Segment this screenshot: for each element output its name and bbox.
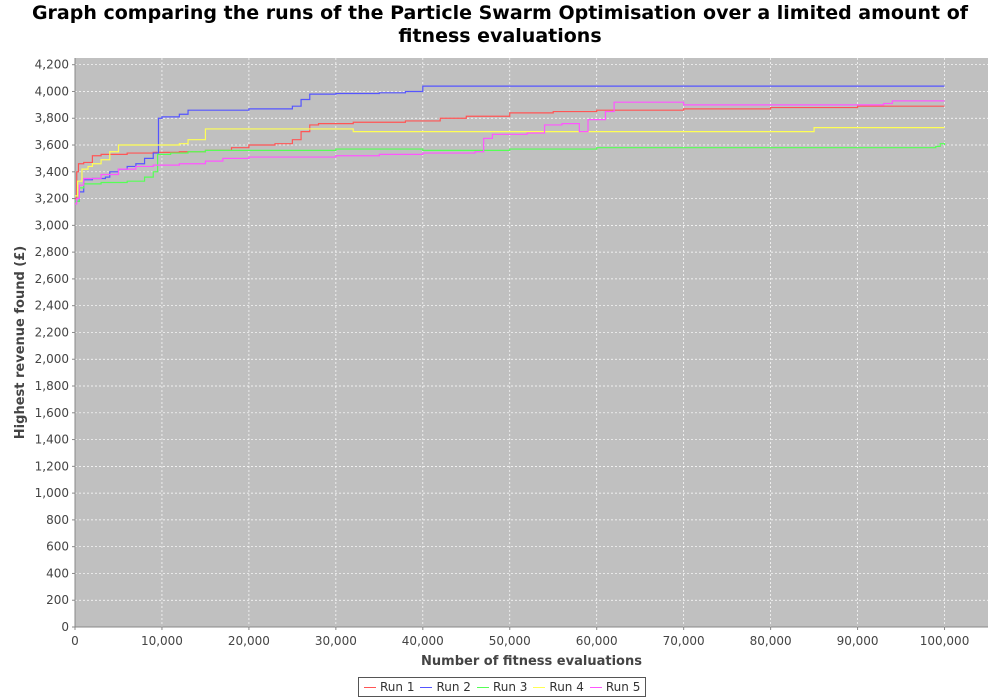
x-tick-label: 10,000 — [141, 634, 183, 648]
y-tick-label: 4,200 — [35, 58, 69, 72]
x-tick-label: 0 — [71, 634, 79, 648]
chart-title: Graph comparing the runs of the Particle… — [31, 2, 969, 47]
legend-item-run-3[interactable]: Run 3 — [476, 680, 528, 694]
legend-swatch — [420, 686, 433, 688]
y-tick-label: 3,400 — [35, 165, 69, 179]
x-tick-label: 60,000 — [576, 634, 618, 648]
y-tick-label: 1,600 — [35, 406, 69, 420]
y-tick-label: 2,600 — [35, 272, 69, 286]
series-line-run-4 — [75, 127, 945, 197]
series-line-run-5 — [75, 100, 945, 205]
legend-item-run-1[interactable]: Run 1 — [364, 680, 414, 694]
plot-area — [75, 58, 988, 627]
legend-item-run-2[interactable]: Run 2 — [420, 680, 471, 694]
y-tick-label: 3,000 — [35, 218, 69, 232]
y-tick-label: 800 — [46, 513, 69, 527]
gridlines — [74, 58, 988, 628]
y-tick-label: 1,400 — [35, 433, 69, 447]
axes: 0 200 400 600 800 1,000 1,200 1,400 1,600 1,800 2,… — [35, 58, 988, 648]
y-tick-label: 3,200 — [35, 192, 69, 206]
x-tick-label: 20,000 — [228, 634, 270, 648]
legend-swatch — [476, 686, 489, 688]
legend-label: Run 3 — [492, 680, 528, 694]
y-tick-label: 1,000 — [35, 486, 69, 500]
x-tick-label: 70,000 — [663, 634, 705, 648]
y-tick-label: 2,400 — [35, 299, 69, 313]
series-lines — [75, 85, 946, 205]
y-tick-label: 2,200 — [35, 325, 69, 339]
x-axis-title: Number of fitness evaluations — [421, 654, 642, 669]
y-tick-label: 1,200 — [35, 459, 69, 473]
y-axis-title: Highest revenue found (£) — [13, 246, 28, 439]
legend-label: Run 2 — [436, 680, 471, 694]
legend-item-run-5[interactable]: Run 5 — [589, 680, 641, 694]
x-tick-label: 30,000 — [315, 634, 357, 648]
y-tick-label: 600 — [46, 540, 69, 554]
legend-label: Run 5 — [605, 680, 641, 694]
x-tick-label: 90,000 — [837, 634, 879, 648]
y-tick-label: 3,600 — [35, 138, 69, 152]
y-tick-label: 400 — [46, 566, 69, 580]
series-line-run-2 — [75, 85, 945, 202]
legend-item-run-4[interactable]: Run 4 — [533, 680, 584, 694]
y-tick-label: 4,000 — [35, 84, 69, 98]
legend-label: Run 4 — [549, 680, 584, 694]
y-tick-label: 3,800 — [35, 111, 69, 125]
series-line-run-1 — [75, 105, 945, 200]
legend: Run 1 Run 2 Run 3 Run 4 Run 5 — [358, 677, 647, 697]
y-tick-label: 0 — [61, 620, 69, 634]
legend-swatch — [533, 686, 546, 688]
x-tick-label: 80,000 — [750, 634, 792, 648]
x-tick-label: 40,000 — [402, 634, 444, 648]
x-tick-label: 50,000 — [489, 634, 531, 648]
y-tick-label: 2,000 — [35, 352, 69, 366]
legend-label: Run 1 — [380, 680, 415, 694]
x-tick-label: 100,000 — [920, 634, 970, 648]
y-tick-label: 2,800 — [35, 245, 69, 259]
legend-swatch — [364, 686, 376, 688]
legend-swatch — [589, 686, 602, 688]
y-tick-label: 200 — [46, 593, 69, 607]
series-line-run-3 — [75, 143, 946, 202]
y-tick-label: 1,800 — [35, 379, 69, 393]
